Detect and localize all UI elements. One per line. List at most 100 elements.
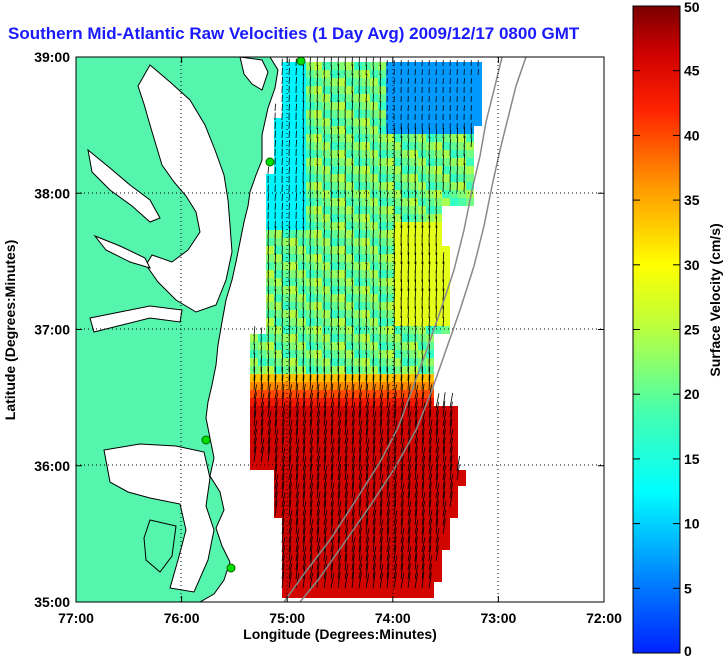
- velocity-arrow: [337, 428, 341, 445]
- velocity-cell: [298, 294, 306, 302]
- velocity-arrow: [358, 491, 362, 508]
- velocity-cell: [330, 414, 338, 422]
- velocity-arrow: [358, 544, 362, 562]
- velocity-arrow: [295, 427, 299, 445]
- velocity-cell: [338, 422, 346, 430]
- velocity-cell: [450, 198, 458, 206]
- velocity-cell: [346, 190, 354, 198]
- velocity-cell: [362, 454, 370, 462]
- velocity-arrow: [351, 325, 354, 337]
- velocity-arrow: [351, 545, 356, 562]
- velocity-arrow: [309, 228, 312, 238]
- velocity-cell: [274, 366, 282, 374]
- velocity-cell: [418, 462, 426, 470]
- velocity-arrow: [316, 492, 321, 508]
- velocity-cell: [426, 270, 434, 278]
- velocity-arrow: [267, 437, 271, 454]
- velocity-cell: [266, 350, 274, 358]
- velocity-cell: [370, 206, 378, 214]
- velocity-arrow: [393, 482, 397, 499]
- velocity-cell: [298, 142, 306, 150]
- velocity-cell: [330, 206, 338, 214]
- velocity-cell: [346, 566, 354, 574]
- velocity-arrow: [309, 264, 312, 274]
- velocity-arrow: [435, 393, 440, 409]
- velocity-arrow: [407, 482, 411, 499]
- velocity-cell: [394, 246, 402, 254]
- velocity-arrow: [421, 526, 425, 544]
- velocity-cell: [354, 510, 362, 518]
- velocity-arrow: [309, 429, 314, 445]
- velocity-arrow: [351, 464, 355, 481]
- velocity-cell: [298, 110, 306, 118]
- velocity-cell: [322, 262, 330, 270]
- velocity-cell: [298, 94, 306, 102]
- velocity-cell: [322, 222, 330, 230]
- velocity-cell: [466, 86, 474, 94]
- velocity-cell: [418, 406, 426, 414]
- velocity-cell: [362, 558, 370, 566]
- velocity-arrow: [379, 316, 382, 328]
- velocity-cell: [330, 502, 338, 510]
- velocity-arrow: [435, 252, 438, 265]
- velocity-cell: [474, 110, 482, 118]
- velocity-arrow: [414, 482, 419, 499]
- velocity-cell: [346, 534, 354, 542]
- velocity-arrow: [358, 164, 361, 175]
- velocity-cell: [282, 494, 290, 502]
- velocity-arrow: [442, 316, 445, 328]
- velocity-cell: [394, 326, 402, 334]
- radar-station-marker: [201, 435, 211, 445]
- velocity-cell: [386, 422, 394, 430]
- velocity-arrow: [393, 252, 396, 265]
- velocity-arrow: [379, 482, 384, 499]
- velocity-cell: [378, 406, 386, 414]
- velocity-arrow: [386, 383, 390, 400]
- velocity-arrow: [288, 572, 292, 589]
- velocity-cell: [298, 422, 306, 430]
- velocity-cell: [314, 286, 322, 294]
- velocity-arrow: [428, 375, 431, 391]
- velocity-cell: [314, 302, 322, 310]
- velocity-cell: [362, 406, 370, 414]
- velocity-arrow: [393, 279, 396, 292]
- velocity-arrow: [309, 410, 313, 427]
- velocity-arrow: [421, 518, 425, 535]
- velocity-cell: [322, 302, 330, 310]
- velocity-arrow: [309, 156, 311, 166]
- velocity-cell: [394, 358, 402, 366]
- velocity-cell: [282, 174, 290, 182]
- velocity-cell: [354, 222, 362, 230]
- velocity-arrow: [316, 137, 319, 148]
- velocity-cell: [410, 582, 418, 590]
- velocity-arrow: [302, 411, 307, 427]
- velocity-arrow: [421, 481, 425, 499]
- velocity-arrow: [442, 392, 446, 409]
- velocity-arrow: [414, 243, 416, 256]
- velocity-arrow: [323, 192, 325, 202]
- velocity-arrow: [414, 366, 417, 382]
- velocity-cell: [330, 182, 338, 190]
- velocity-arrow: [456, 128, 459, 139]
- velocity-arrow: [428, 127, 431, 139]
- velocity-cell: [386, 494, 394, 502]
- velocity-arrow: [393, 344, 395, 355]
- velocity-arrow: [358, 563, 363, 580]
- velocity-cell: [402, 254, 410, 262]
- velocity-cell: [322, 278, 330, 286]
- velocity-arrow: [442, 252, 445, 265]
- velocity-cell: [386, 582, 394, 590]
- velocity-arrow: [267, 290, 270, 301]
- velocity-cell: [418, 486, 426, 494]
- velocity-arrow: [379, 519, 384, 535]
- velocity-arrow: [288, 343, 291, 355]
- velocity-cell: [410, 198, 418, 206]
- velocity-cell: [290, 590, 298, 598]
- x-tick-label: 72:00: [586, 610, 622, 626]
- velocity-arrow: [302, 473, 306, 490]
- velocity-cell: [402, 358, 410, 366]
- velocity-cell: [410, 190, 418, 198]
- velocity-cell: [250, 446, 258, 454]
- velocity-cell: [434, 78, 442, 86]
- velocity-cell: [394, 462, 402, 470]
